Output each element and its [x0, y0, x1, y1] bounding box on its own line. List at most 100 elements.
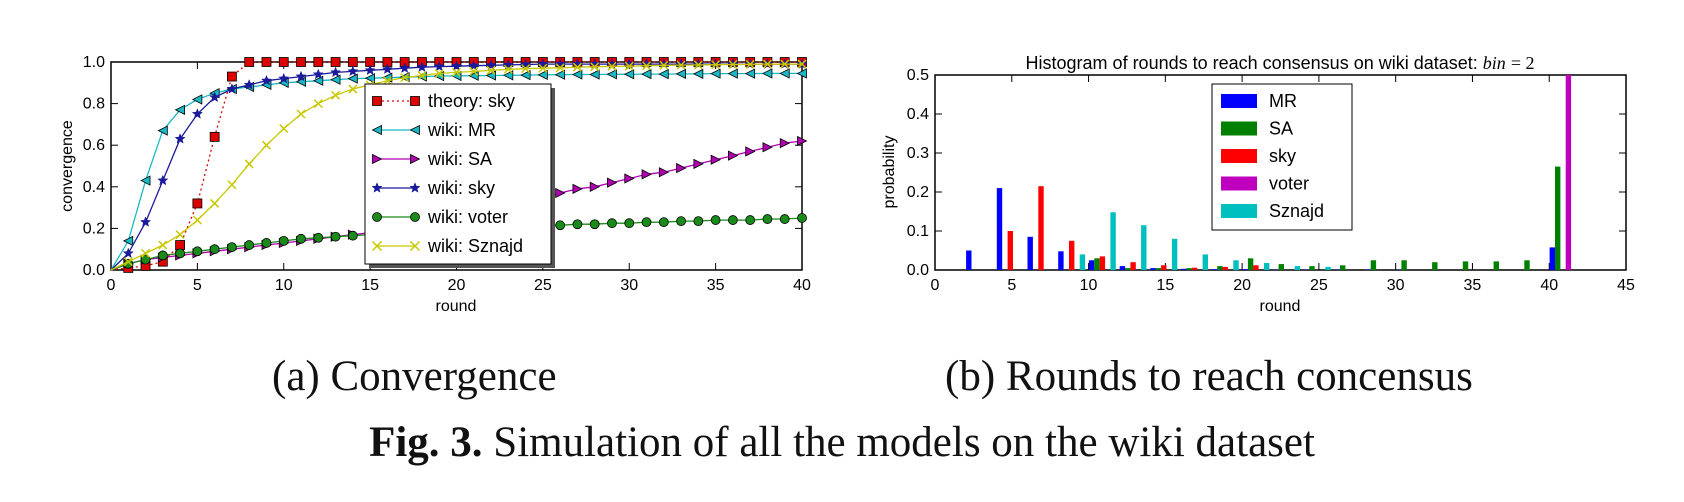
- data-point-wiki-sa: [555, 187, 566, 199]
- data-point-wiki-sznajd: [572, 62, 582, 72]
- data-point-wiki-sky: [174, 133, 186, 144]
- data-point-theory-sky: [192, 198, 203, 209]
- convergence-x-tick-label: 5: [193, 277, 202, 294]
- data-point-wiki-sznajd: [348, 84, 358, 94]
- data-point-wiki-sky: [226, 83, 238, 94]
- legend-entry-sa: SA: [1221, 119, 1293, 139]
- data-point-wiki-voter: [347, 230, 358, 241]
- bar-sky: [1099, 256, 1106, 270]
- data-point-wiki-voter: [693, 216, 704, 227]
- data-point-wiki-sa: [779, 137, 791, 149]
- convergence-y-tick-label: 0.2: [83, 220, 105, 237]
- data-point-wiki-sky: [537, 58, 549, 69]
- data-point-wiki-voter: [710, 215, 721, 225]
- bar-sky: [1130, 262, 1136, 270]
- legend-label: wiki: SA: [427, 149, 492, 169]
- data-point-wiki-sa: [676, 162, 687, 174]
- bar-sznajd: [1325, 266, 1331, 270]
- bar-sa: [1094, 258, 1100, 270]
- legend-entry-wiki-voter: wiki: voter: [372, 207, 508, 227]
- convergence-x-tick-label: 0: [107, 277, 116, 294]
- legend-swatch: [1221, 121, 1257, 136]
- data-point-theory-sky: [227, 71, 237, 82]
- histogram-y-tick-label: 0.5: [907, 67, 929, 84]
- data-point-wiki-voter: [624, 218, 635, 229]
- data-point-theory-sky: [313, 57, 324, 67]
- bar-sky: [1038, 186, 1044, 270]
- legend-entry-theory-sky: theory: sky: [372, 91, 515, 111]
- data-point-wiki-sa: [624, 173, 635, 184]
- histogram-x-tick-label: 25: [1310, 277, 1328, 294]
- data-point-wiki-mr: [364, 73, 376, 84]
- data-point-wiki-mr: [744, 68, 756, 79]
- data-point-wiki-sky: [468, 59, 480, 71]
- data-point-wiki-voter: [278, 235, 289, 246]
- data-point-wiki-sky: [520, 58, 532, 70]
- legend-label: sky: [1269, 146, 1296, 166]
- histogram-y-tick-label: 0.1: [907, 223, 929, 240]
- data-point-wiki-mr: [330, 74, 341, 85]
- data-point-wiki-sznajd: [434, 68, 444, 78]
- data-point-wiki-sky: [191, 108, 203, 119]
- data-point-wiki-sky: [139, 216, 152, 227]
- legend-marker: [409, 182, 421, 193]
- histogram-x-tick-label: 0: [931, 277, 940, 294]
- convergence-chart: 0 5 10 15 20 25 30 35 40 0.0 0.2 0.4 0.6 0.8 1.0 round…: [59, 54, 811, 315]
- convergence-x-tick-label: 15: [361, 277, 379, 294]
- bar-sznajd: [1294, 266, 1301, 270]
- bar-mr: [1058, 251, 1064, 270]
- data-point-wiki-sky: [381, 63, 393, 75]
- data-point-wiki-sznajd: [417, 70, 427, 81]
- bar-mr: [966, 250, 972, 270]
- data-point-wiki-sznajd: [451, 67, 462, 77]
- data-point-wiki-voter: [227, 242, 237, 253]
- data-point-wiki-sznajd: [486, 65, 496, 75]
- data-point-wiki-sky: [295, 70, 307, 82]
- data-point-wiki-mr: [779, 68, 790, 79]
- data-point-wiki-sznajd: [279, 124, 289, 134]
- bar-sa: [1217, 266, 1223, 270]
- series-wiki-sky: [110, 58, 808, 271]
- data-point-wiki-sznajd: [400, 73, 410, 83]
- data-point-wiki-sky: [502, 59, 514, 70]
- bar-sa: [1155, 268, 1162, 270]
- legend-marker: [410, 153, 421, 165]
- bar-mr: [996, 188, 1003, 270]
- legend-box: [364, 83, 552, 265]
- data-point-wiki-sky: [433, 60, 445, 72]
- legend-entry-wiki-mr: wiki: MR: [371, 120, 496, 140]
- legend-swatch: [1221, 204, 1257, 218]
- convergence-y-tick-label: 1.0: [83, 54, 105, 71]
- legend-label: Sznajd: [1269, 201, 1324, 221]
- bar-sznajd: [1110, 212, 1116, 270]
- data-point-wiki-sky: [243, 79, 255, 90]
- legend-marker: [410, 212, 420, 222]
- data-point-wiki-mr: [796, 68, 807, 79]
- data-point-wiki-sa: [589, 181, 601, 192]
- legend-swatch: [1221, 176, 1257, 191]
- data-point-wiki-voter: [676, 216, 686, 227]
- data-point-wiki-sznajd: [693, 60, 703, 70]
- data-point-wiki-sky: [416, 61, 428, 72]
- data-point-wiki-sky: [692, 58, 704, 69]
- legend-marker: [371, 182, 383, 193]
- bar-sa: [1247, 258, 1254, 270]
- data-point-wiki-voter: [728, 215, 738, 225]
- convergence-y-tick-label: 0.0: [83, 262, 105, 279]
- bar-sky: [1007, 231, 1013, 270]
- data-point-wiki-sznajd: [261, 140, 272, 150]
- data-point-wiki-sky: [157, 174, 169, 186]
- bar-sky: [1161, 265, 1167, 270]
- data-point-wiki-sznajd: [607, 61, 617, 71]
- histogram-title-text: Histogram of rounds to reach consensus o…: [1026, 53, 1478, 73]
- data-point-theory-sky: [278, 57, 289, 67]
- data-point-wiki-voter: [296, 233, 306, 244]
- data-point-wiki-sky: [710, 58, 722, 69]
- histogram-y-tick-label: 0.0: [907, 262, 929, 279]
- data-point-wiki-mr: [589, 69, 600, 80]
- data-point-wiki-sznajd: [641, 61, 652, 71]
- data-point-wiki-sznajd: [331, 90, 341, 100]
- data-point-wiki-sznajd: [210, 198, 220, 208]
- bar-sznajd: [1202, 254, 1208, 270]
- legend-marker: [371, 124, 382, 136]
